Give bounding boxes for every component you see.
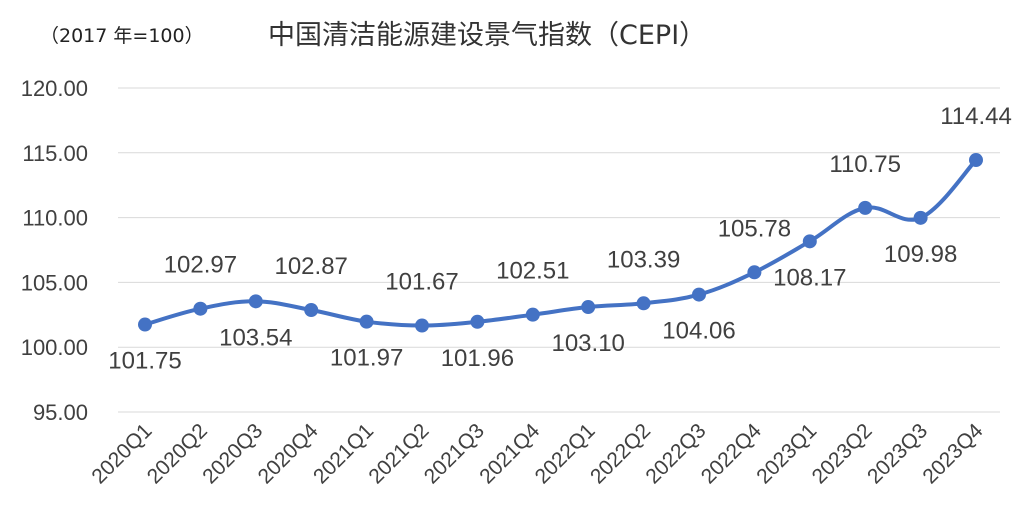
data-point xyxy=(858,200,873,215)
data-point xyxy=(304,303,319,318)
data-point xyxy=(359,314,374,329)
x-tick-label: 2023Q3 xyxy=(863,419,932,488)
grid-lines xyxy=(118,87,1000,413)
y-tick-label: 110.00 xyxy=(22,206,88,231)
x-tick-label: 2021Q2 xyxy=(364,419,433,488)
x-tick-label: 2020Q1 xyxy=(87,419,156,488)
x-tick-label: 2020Q4 xyxy=(254,419,323,488)
data-point xyxy=(248,294,263,309)
data-point xyxy=(802,234,817,249)
y-tick-label: 120.00 xyxy=(21,76,88,101)
x-tick-label: 2022Q1 xyxy=(531,419,600,488)
data-point xyxy=(747,265,762,280)
data-point xyxy=(193,301,208,316)
series-line xyxy=(143,158,978,328)
data-label: 103.39 xyxy=(607,246,680,273)
x-tick-label: 2020Q2 xyxy=(143,419,212,488)
data-label: 101.97 xyxy=(330,345,403,372)
data-label: 101.67 xyxy=(385,269,458,296)
data-label: 101.96 xyxy=(441,345,514,372)
x-tick-label: 2020Q3 xyxy=(198,419,267,488)
data-label: 103.10 xyxy=(551,330,624,357)
data-label: 102.87 xyxy=(274,253,347,280)
chart-title: 中国清洁能源建设景气指数（CEPI） xyxy=(268,20,706,51)
data-label: 114.44 xyxy=(940,103,1012,130)
data-label: 110.75 xyxy=(829,151,901,178)
y-tick-label: 100.00 xyxy=(21,335,88,360)
series-markers xyxy=(138,153,983,333)
data-point xyxy=(525,307,540,322)
data-label: 102.97 xyxy=(164,252,237,279)
data-label: 101.75 xyxy=(108,348,181,375)
data-point xyxy=(138,317,152,332)
x-tick-label: 2021Q4 xyxy=(475,419,544,488)
y-tick-label: 115.00 xyxy=(22,141,88,166)
x-axis-tick-labels: 2020Q12020Q22020Q32020Q42021Q12021Q22021… xyxy=(87,419,987,488)
data-label: 109.98 xyxy=(884,241,957,268)
x-tick-label: 2021Q3 xyxy=(420,419,489,488)
data-point xyxy=(692,287,706,302)
y-tick-label: 105.00 xyxy=(21,270,88,295)
data-point xyxy=(415,318,429,333)
data-point xyxy=(470,314,485,329)
x-tick-label: 2023Q4 xyxy=(918,419,987,488)
x-tick-label: 2021Q1 xyxy=(309,419,378,488)
data-point xyxy=(913,210,928,225)
y-tick-label: 95.00 xyxy=(33,400,88,425)
data-point xyxy=(636,296,651,311)
data-label: 105.78 xyxy=(718,215,791,242)
x-tick-label: 2022Q3 xyxy=(641,419,710,488)
x-tick-label: 2023Q2 xyxy=(808,419,877,488)
data-point xyxy=(581,300,596,315)
x-tick-label: 2023Q1 xyxy=(752,419,821,488)
x-tick-label: 2022Q4 xyxy=(697,419,766,488)
data-label: 104.06 xyxy=(662,318,735,345)
data-label: 103.54 xyxy=(219,324,292,351)
data-point xyxy=(969,153,983,168)
data-label: 108.17 xyxy=(773,264,846,291)
data-labels: 101.75 102.97 103.54 102.87 101.97 101.67 101.… xyxy=(108,103,1012,374)
chart-subtitle: （2017 年=100） xyxy=(40,25,204,47)
x-tick-label: 2022Q2 xyxy=(586,419,655,488)
y-axis-tick-labels: 95.00 100.00 105.00 110.00 115.00 120.00 xyxy=(21,76,88,425)
data-label: 102.51 xyxy=(496,258,569,285)
